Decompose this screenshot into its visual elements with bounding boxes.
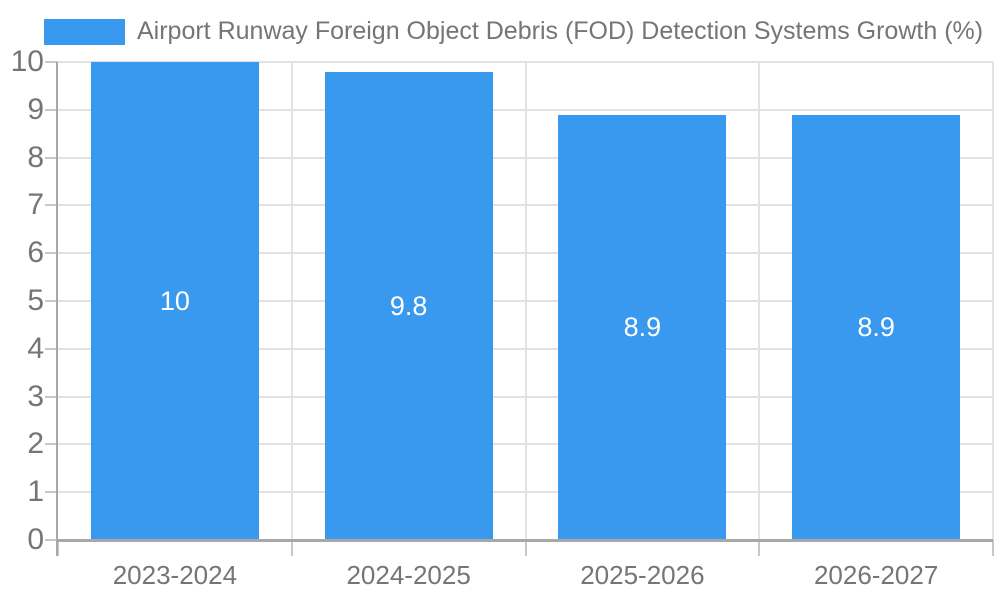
legend-swatch bbox=[44, 19, 125, 45]
y-tick-mark bbox=[45, 443, 58, 446]
y-tick-label: 4 bbox=[27, 331, 44, 365]
y-tick-mark bbox=[45, 539, 58, 541]
y-tick-mark bbox=[45, 252, 58, 255]
y-tick-label: 5 bbox=[27, 284, 44, 317]
bar: 9.8 bbox=[324, 71, 493, 540]
y-tick-label: 7 bbox=[27, 188, 44, 222]
y-tick-label: 8 bbox=[27, 140, 44, 174]
x-gridline bbox=[992, 62, 994, 540]
bar-value-label: 9.8 bbox=[389, 290, 428, 321]
y-tick-label: 10 bbox=[10, 45, 44, 78]
x-gridline bbox=[290, 62, 293, 540]
x-tick-label: 2023-2024 bbox=[112, 560, 238, 590]
x-tick-mark bbox=[992, 540, 994, 556]
bar-value-label: 8.9 bbox=[623, 312, 662, 343]
bar-value-label: 8.9 bbox=[857, 312, 895, 343]
y-tick-label: 3 bbox=[27, 379, 44, 413]
x-tick-mark bbox=[524, 540, 527, 556]
x-tick-label: 2024-2025 bbox=[346, 560, 471, 590]
bar-value-label: 10 bbox=[159, 286, 190, 316]
y-tick-mark bbox=[45, 491, 58, 494]
bar: 8.9 bbox=[558, 114, 727, 540]
x-axis bbox=[56, 539, 993, 542]
y-tick-label: 2 bbox=[27, 427, 44, 461]
chart-title: Airport Runway Foreign Object Debris (FO… bbox=[137, 17, 984, 45]
y-tick-mark bbox=[45, 156, 58, 159]
x-tick-mark bbox=[290, 540, 293, 556]
y-tick-mark bbox=[45, 61, 58, 63]
x-tick-mark bbox=[758, 540, 761, 556]
x-tick-label: 2025-2026 bbox=[580, 560, 705, 590]
x-tick-label: 2026-2027 bbox=[813, 560, 939, 590]
bar: 8.9 bbox=[792, 114, 961, 540]
y-tick-label: 6 bbox=[27, 236, 44, 270]
x-gridline bbox=[758, 62, 761, 540]
y-tick-mark bbox=[45, 347, 58, 350]
y-tick-mark bbox=[45, 395, 58, 398]
y-tick-mark bbox=[45, 300, 58, 302]
y-tick-label: 9 bbox=[27, 92, 44, 126]
y-tick-mark bbox=[45, 204, 58, 207]
bar: 10 bbox=[90, 62, 259, 540]
y-axis bbox=[56, 62, 58, 556]
y-tick-mark bbox=[45, 108, 58, 111]
y-tick-label: 0 bbox=[27, 523, 44, 556]
y-tick-label: 1 bbox=[27, 475, 44, 509]
x-tick-mark bbox=[57, 540, 59, 556]
x-gridline bbox=[524, 62, 527, 540]
